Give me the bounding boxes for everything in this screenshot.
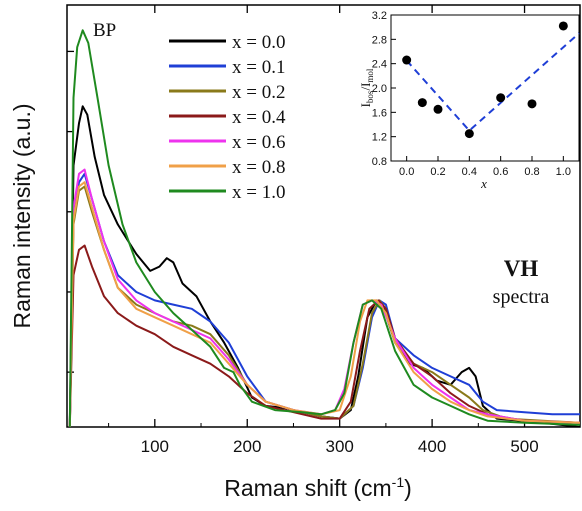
x-tick-label: 100	[141, 437, 169, 456]
inset-x-tick-label: 0.6	[493, 166, 508, 178]
inset-y-tick-label: 0.8	[372, 156, 387, 168]
inset-data-point	[417, 98, 427, 108]
x-tick-label: 500	[510, 437, 538, 456]
inset-background	[364, 15, 579, 161]
mode-sublabel: spectra	[493, 286, 550, 308]
legend-label: x = 0.1	[232, 57, 285, 78]
inset-ticks: 0.0 0.2 0.4 0.6 0.8 1.0 0.8 1.2 1.6 2.0 2.4 2.8 3.2	[372, 10, 571, 178]
x-tick-label: 300	[325, 437, 353, 456]
main-plot-frame	[66, 4, 581, 428]
legend-label: x = 1.0	[232, 182, 285, 203]
legend-label: x = 0.8	[232, 157, 285, 178]
inset-x-label: x	[480, 176, 487, 191]
series-line	[68, 29, 580, 427]
inset-x-tick-label: 0.2	[430, 166, 445, 178]
inset-x-tick-label: 0.0	[399, 166, 414, 178]
legend-label: x = 0.6	[232, 132, 285, 153]
y-axis-label: Raman intensity (a.u.)	[9, 104, 35, 329]
legend-label: x = 0.0	[232, 32, 285, 53]
main-series-group	[68, 29, 580, 427]
inset-y-tick-label: 2.8	[372, 34, 387, 46]
series-line	[68, 181, 580, 427]
legend: x = 0.0 x = 0.1 x = 0.2 x = 0.4 x = 0.6 x = 0…	[169, 32, 286, 203]
inset-data-point	[464, 129, 474, 139]
inset-y-tick-label: 2.0	[372, 83, 387, 95]
inset-x-tick-label: 0.8	[524, 166, 539, 178]
inset-data-point	[496, 93, 506, 103]
inset-data-point	[527, 99, 537, 109]
main-x-ticks: 100 200 300 400 500	[108, 5, 572, 456]
legend-label: x = 0.4	[232, 107, 286, 128]
mode-label: VH	[504, 256, 539, 281]
inset-data-point	[558, 21, 568, 31]
inset-x-tick-label: 1.0	[556, 166, 571, 178]
inset-y-tick-label: 3.2	[372, 10, 387, 22]
panel-label: BP	[93, 20, 116, 41]
inset-data-point	[433, 104, 443, 114]
x-tick-label: 400	[418, 437, 446, 456]
x-tick-label: 200	[233, 437, 261, 456]
legend-label: x = 0.2	[232, 82, 285, 103]
inset-y-tick-label: 1.6	[372, 107, 387, 119]
x-axis-label: Raman shift (cm-1)	[224, 474, 412, 501]
inset-y-tick-label: 1.2	[372, 132, 387, 144]
inset-x-tick-label: 0.4	[462, 166, 477, 178]
inset-y-label: Ibos/Imol	[358, 68, 375, 107]
inset-marks-group	[402, 21, 580, 139]
inset-data-point	[402, 55, 412, 65]
inset-y-tick-label: 2.4	[372, 59, 387, 71]
